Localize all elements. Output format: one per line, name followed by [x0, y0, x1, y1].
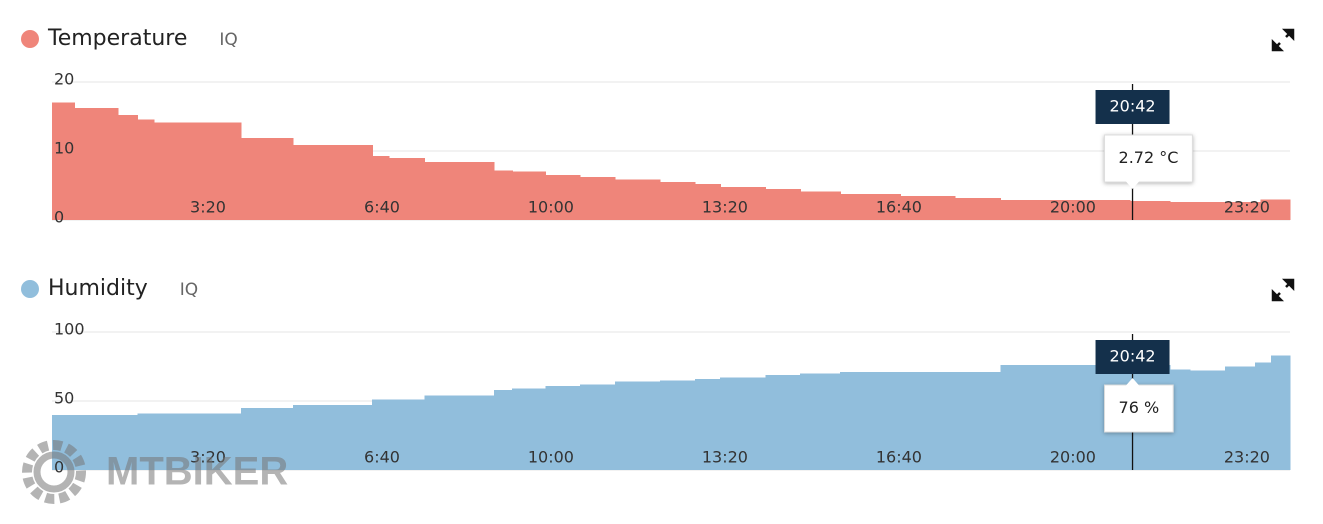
area-step — [545, 175, 581, 220]
x-tick-label: 13:20 — [702, 198, 748, 217]
x-tick-label: 16:40 — [876, 448, 922, 467]
area-step — [512, 171, 546, 220]
area-step — [1270, 355, 1291, 470]
area-step — [840, 193, 901, 220]
area-step — [74, 108, 119, 220]
area-step — [372, 399, 425, 470]
tooltip-pointer — [1125, 378, 1140, 386]
y-tick-label: 20 — [54, 70, 74, 89]
area-step — [424, 395, 495, 470]
area-step — [1129, 201, 1171, 220]
area-step — [292, 144, 373, 220]
chart-title: Humidity — [48, 276, 148, 301]
y-tick-label: 10 — [54, 139, 74, 158]
area-step — [137, 119, 155, 220]
y-tick-label: 100 — [54, 320, 85, 339]
legend-dot — [21, 280, 39, 298]
expand-icon[interactable] — [1271, 28, 1295, 52]
area-step — [1169, 202, 1262, 220]
y-tick-label: 50 — [54, 389, 74, 408]
area-step — [720, 186, 766, 220]
area-step — [614, 381, 661, 470]
expand-icon[interactable] — [1271, 278, 1295, 302]
area-step — [1260, 199, 1291, 220]
cursor-time: 20:42 — [1109, 347, 1155, 366]
chart-subtitle[interactable]: IQ — [219, 30, 237, 50]
x-tick-label: 23:20 — [1224, 198, 1270, 217]
x-tick-label: 23:20 — [1224, 448, 1270, 467]
area-step — [153, 122, 242, 220]
area-step — [660, 380, 696, 470]
x-tick-label: 3:20 — [190, 448, 226, 467]
area-step — [1255, 362, 1272, 470]
area-step — [545, 385, 581, 470]
area-step — [660, 182, 696, 220]
area-step — [292, 405, 373, 470]
area-step — [512, 388, 546, 470]
area-step — [240, 137, 294, 220]
area-step — [388, 157, 425, 220]
area-step — [137, 413, 242, 470]
area-step — [1000, 199, 1131, 220]
y-tick-label: 0 — [54, 458, 64, 477]
area-step — [955, 197, 1001, 220]
tooltip-value: 2.72 °C — [1119, 148, 1179, 167]
area-step — [765, 188, 801, 220]
cursor-header — [1095, 340, 1170, 374]
charts: Temperature IQ 0 10 20 3:20 6:40 10:00 13:20 16:4… — [21, 26, 1291, 477]
area-step — [1189, 370, 1226, 470]
chart-subtitle[interactable]: IQ — [180, 280, 198, 300]
area-step — [800, 373, 841, 470]
watermark: MTBIKER — [22, 440, 288, 504]
area-step — [52, 102, 76, 220]
tooltip-pointer — [1125, 181, 1140, 189]
area-step — [580, 177, 616, 220]
area-step — [424, 162, 495, 220]
area-step — [1169, 369, 1191, 470]
legend-dot — [21, 30, 39, 48]
area-step — [372, 155, 390, 220]
cursor-header — [1095, 90, 1170, 124]
area-step — [840, 372, 1001, 470]
area-step — [580, 384, 616, 470]
area-step — [800, 191, 841, 220]
x-tick-label: 3:20 — [190, 198, 226, 217]
x-tick-label: 13:20 — [702, 448, 748, 467]
x-tick-label: 6:40 — [364, 448, 400, 467]
tooltip-box — [1104, 384, 1174, 433]
area-step — [1224, 366, 1256, 470]
area-step — [614, 179, 661, 220]
area-step — [493, 170, 513, 220]
watermark-text: MTBIKER — [106, 450, 288, 494]
area-step — [493, 389, 513, 470]
area-step — [765, 374, 801, 470]
area-step — [240, 407, 294, 470]
area-step — [720, 377, 766, 470]
cursor-time: 20:42 — [1109, 97, 1155, 116]
area-step — [694, 184, 721, 220]
y-tick-label: 0 — [54, 208, 64, 227]
x-tick-label: 6:40 — [364, 198, 400, 217]
chart-title: Temperature — [47, 26, 187, 51]
x-tick-label: 16:40 — [876, 198, 922, 217]
x-tick-label: 10:00 — [528, 448, 574, 467]
area-step — [118, 115, 138, 220]
x-tick-label: 20:00 — [1050, 448, 1096, 467]
tooltip-box — [1104, 134, 1193, 183]
x-tick-label: 10:00 — [528, 198, 574, 217]
x-tick-label: 20:00 — [1050, 198, 1096, 217]
area-step — [900, 195, 956, 220]
tooltip-value: 76 % — [1119, 398, 1160, 417]
area-step — [694, 378, 721, 470]
